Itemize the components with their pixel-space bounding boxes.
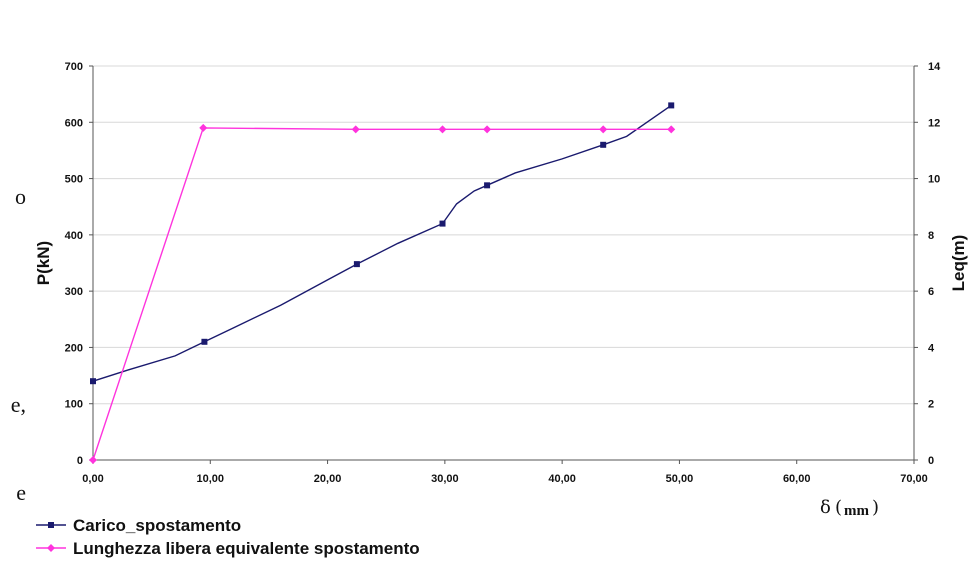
x-tick-label: 40,00 [548, 473, 576, 485]
margin-text-3: e [16, 480, 26, 505]
series-1-point [201, 338, 208, 345]
y2-tick-label: 10 [928, 174, 940, 186]
series-2-point [438, 125, 447, 134]
y2-axis-title: Leq(m) [949, 235, 968, 292]
margin-text-2: e, [10, 392, 26, 417]
series-2-point [351, 125, 360, 134]
series-1-point [90, 378, 96, 385]
y-tick-label: 0 [77, 455, 83, 467]
x-tick-label: 20,00 [314, 473, 342, 485]
series-2-point [599, 125, 608, 134]
x-tick-label: 60,00 [783, 473, 811, 485]
x-tick-label: 30,00 [431, 473, 459, 485]
series-1-point [484, 182, 491, 189]
x-tick-label: 10,00 [197, 473, 225, 485]
x-axis-title: δ [820, 497, 831, 518]
y2-tick-label: 12 [928, 117, 940, 129]
y-tick-label: 700 [65, 61, 83, 73]
legend-label-1: Carico_spostamento [73, 516, 241, 535]
series-2-point [483, 125, 492, 134]
y-tick-label: 300 [65, 286, 83, 298]
margin-text-1: o [15, 184, 26, 209]
y2-tick-label: 4 [928, 342, 935, 354]
series-1-point [668, 102, 675, 109]
y2-tick-label: 6 [928, 286, 934, 298]
y-tick-label: 400 [65, 230, 83, 242]
legend-swatch-marker-2 [47, 544, 55, 552]
chart-frame: 0 100 200 300 400 500 600 700 0 2 4 6 8 10 12 14 0,00 10,… [26, 0, 977, 572]
x-tick-label: 0,00 [82, 473, 103, 485]
legend-swatch-marker-1 [48, 522, 54, 528]
y-tick-label: 500 [65, 174, 83, 186]
y-tick-label: 100 [65, 399, 83, 411]
legend-label-2: Lunghezza libera equivalente spostamento [73, 539, 420, 558]
x-tick-label: 70,00 [900, 473, 928, 485]
series-1-point [439, 220, 446, 227]
series-line-1 [92, 104, 672, 382]
x-axis-paren-close: ) [872, 497, 879, 518]
series-1-point [353, 261, 360, 268]
x-tick-label: 50,00 [666, 473, 694, 485]
y2-tick-label: 0 [928, 455, 934, 467]
series-2-point [667, 125, 676, 134]
x-axis-unit: mm [844, 503, 869, 519]
series-1-point [600, 141, 607, 148]
y-tick-label: 200 [65, 342, 83, 354]
x-axis-paren-open: ( [835, 497, 842, 518]
y2-tick-label: 8 [928, 230, 934, 242]
series-2-point [89, 456, 97, 464]
y2-tick-label: 14 [928, 61, 941, 73]
y2-tick-label: 2 [928, 399, 934, 411]
y-tick-label: 600 [65, 117, 83, 129]
y-axis-title: P(kN) [34, 241, 53, 285]
chart-svg: 0 100 200 300 400 500 600 700 0 2 4 6 8 10 12 14 0,00 10,… [34, 61, 968, 558]
plot-area [93, 66, 914, 460]
series-2-point [199, 123, 208, 132]
